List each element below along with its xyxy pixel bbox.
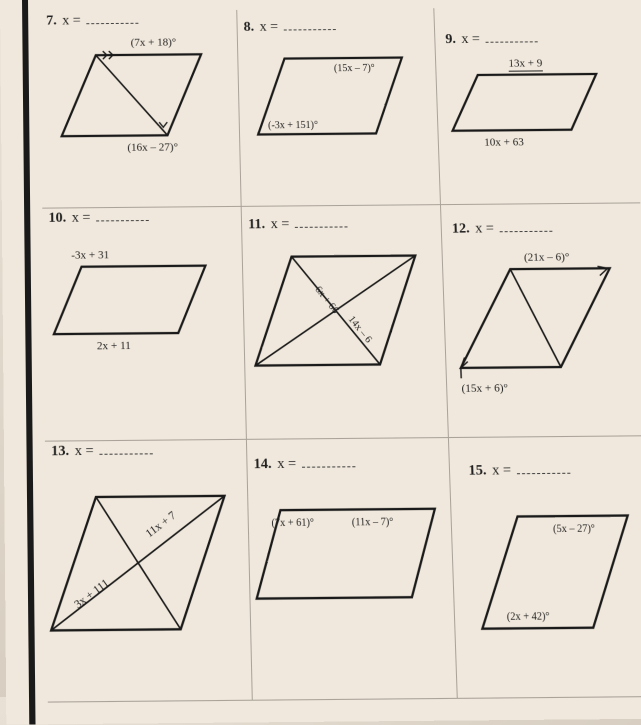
x-equals: x =	[277, 456, 296, 472]
problem-7: 7. x = (7x + 18)° (16x – 27)°	[40, 10, 242, 209]
problem-15: 15. x = (5x – 27)° (2x + 42)°	[449, 436, 641, 699]
diag-text-1: 6x + 66	[312, 284, 340, 316]
angle-label-bottom: (-3x + 151)°	[268, 120, 318, 132]
parallelogram-figure	[61, 44, 214, 156]
problem-number: 10. x =	[48, 210, 148, 227]
side-label-bottom: 10x + 63	[484, 136, 524, 149]
angle-label-top: (5x – 27)°	[553, 523, 595, 535]
parallelogram-figure	[450, 69, 604, 141]
x-equals: x =	[492, 463, 511, 479]
answer-blank[interactable]	[485, 41, 537, 42]
problem-number: 15. x =	[468, 462, 570, 480]
x-equals: x =	[62, 13, 81, 28]
parallelogram-figure: 6x + 66 14x – 6	[253, 250, 424, 376]
problem-grid: 7. x = (7x + 18)° (16x – 27)° 8. x =	[40, 6, 641, 702]
q-number: 12	[452, 221, 467, 236]
q-number: 13	[51, 444, 66, 460]
x-equals: x =	[75, 443, 94, 459]
x-equals: x =	[475, 221, 494, 237]
page-left-margin	[22, 0, 36, 724]
problem-number: 9. x =	[445, 31, 538, 48]
answer-blank[interactable]	[284, 29, 336, 30]
answer-blank[interactable]	[99, 453, 152, 455]
q-number: 10	[48, 211, 62, 226]
answer-blank[interactable]	[96, 220, 149, 221]
angle-label-right: (11x – 7)°	[352, 517, 394, 529]
problem-9: 9. x = 13x + 9 10x + 63	[434, 6, 640, 205]
problem-number: 7. x =	[46, 13, 138, 30]
problem-number: 11. x =	[248, 216, 348, 233]
problem-11: 11. x = 6x + 66 14x – 6	[242, 205, 449, 440]
q-number: 14	[253, 456, 268, 472]
worksheet-page: { "problems": [ { "num": "7", "label_top…	[0, 0, 641, 725]
q-number: 15	[468, 463, 483, 479]
side-label-top: 13x + 9	[508, 57, 542, 71]
angle-label-bottom: (15x + 6)°	[461, 382, 508, 395]
problem-number: 13. x =	[51, 443, 153, 461]
answer-blank[interactable]	[500, 231, 553, 232]
q-number: 7	[46, 14, 53, 29]
answer-blank[interactable]	[86, 23, 138, 24]
problem-number: 14. x =	[253, 456, 355, 474]
q-number: 9	[445, 32, 453, 47]
angle-label-bottom: (2x + 42)°	[507, 611, 550, 623]
angle-label-top: (15x – 7)°	[334, 63, 375, 74]
parallelogram-figure: 11x + 7 3x + 111	[50, 491, 233, 642]
answer-blank[interactable]	[517, 473, 570, 475]
problem-13: 13. x = 11x + 7 3x + 111	[45, 440, 253, 703]
side-label-bottom: 2x + 11	[97, 340, 131, 353]
problem-number: 12. x =	[452, 221, 553, 238]
side-label-top: -3x + 31	[71, 249, 109, 262]
parallelogram-figure	[53, 260, 212, 342]
x-equals: x =	[259, 20, 278, 35]
problem-8: 8. x = (15x – 7)° (-3x + 151)°	[237, 8, 441, 207]
angle-label-top: (7x + 18)°	[131, 36, 177, 48]
x-equals: x =	[270, 217, 289, 233]
q-number: 8	[243, 20, 250, 35]
x-equals: x =	[72, 210, 91, 226]
problem-12: 12. x = (21x – 6)° (15x + 6)°	[441, 203, 641, 438]
angle-label-top: (21x – 6)°	[524, 251, 570, 264]
diag-text-2: 3x + 111	[72, 577, 111, 612]
parallelogram-figure	[457, 263, 619, 380]
problem-14: 14. x = (7x + 61)° (11x – 7)°	[247, 438, 458, 701]
problem-10: 10. x = -3x + 31 2x + 11	[42, 207, 247, 442]
angle-label-left: (7x + 61)°	[271, 517, 314, 529]
q-number: 11	[248, 217, 262, 232]
answer-blank[interactable]	[295, 226, 348, 227]
answer-blank[interactable]	[302, 466, 355, 468]
problem-number: 8. x =	[243, 19, 335, 36]
x-equals: x =	[461, 32, 480, 47]
angle-label-bottom: (16x – 27)°	[127, 141, 178, 154]
